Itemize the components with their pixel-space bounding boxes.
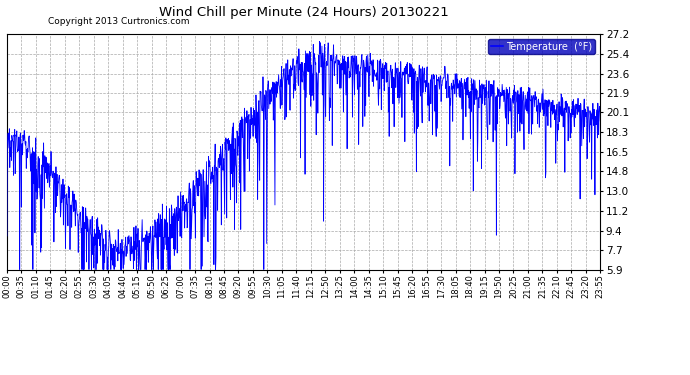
Legend: Temperature  (°F): Temperature (°F): [488, 39, 595, 54]
Text: Wind Chill per Minute (24 Hours) 20130221: Wind Chill per Minute (24 Hours) 2013022…: [159, 6, 448, 19]
Text: Copyright 2013 Curtronics.com: Copyright 2013 Curtronics.com: [48, 17, 190, 26]
